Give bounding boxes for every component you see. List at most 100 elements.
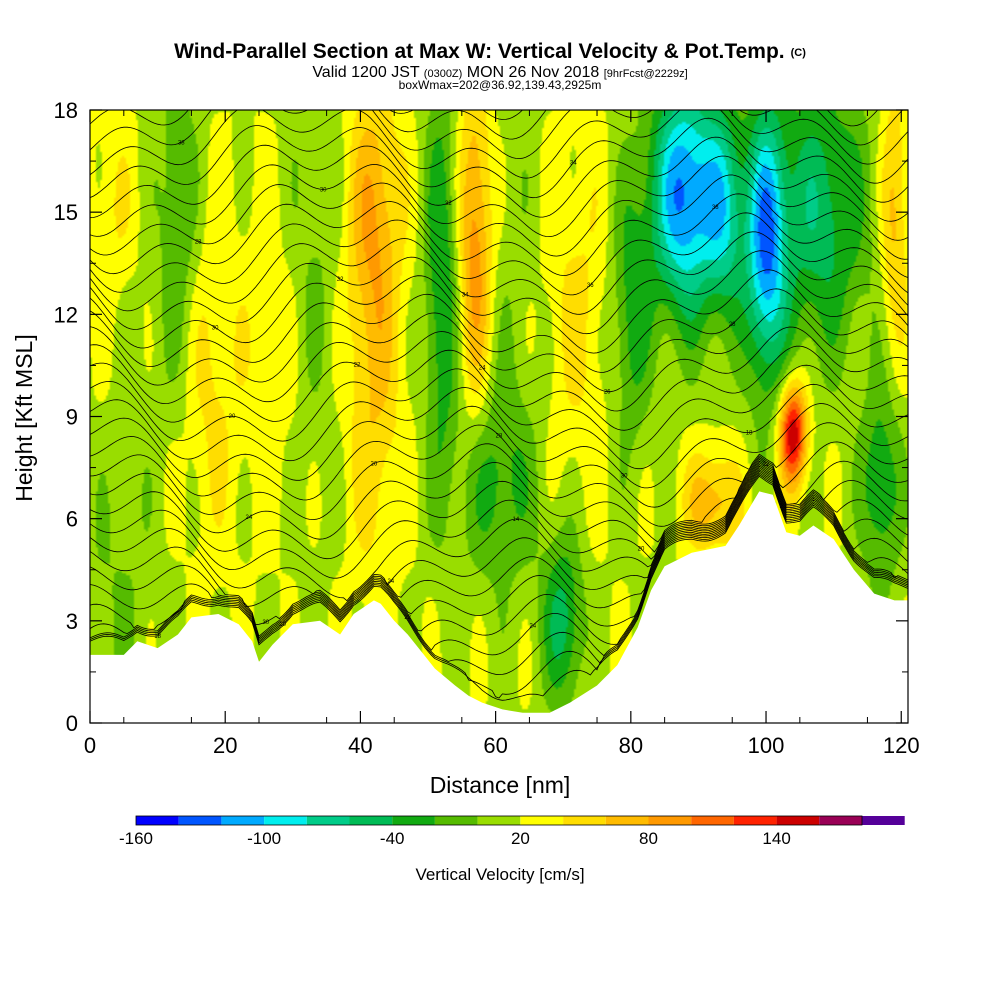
theta-contour [90, 288, 908, 373]
theta-contour [90, 463, 908, 611]
chart-title: Wind-Parallel Section at Max W: Vertical… [174, 40, 806, 63]
theta-contour-label: 30 [320, 187, 327, 193]
theta-contour [90, 136, 908, 222]
theta-contour [90, 467, 908, 637]
colorbar-segment [776, 816, 820, 825]
colorbar-segment [477, 816, 521, 825]
chart-subtitle: Valid 1200 JST (0300Z) MON 26 Nov 2018 [… [312, 64, 687, 81]
theta-contour-label: 14 [513, 517, 520, 523]
x-tick-label: 100 [748, 733, 785, 758]
colorbar-segment [819, 816, 862, 825]
colorbar-segment [221, 816, 265, 825]
theta-contour [90, 193, 908, 278]
theta-contour [90, 472, 908, 676]
theta-contour [90, 475, 908, 701]
colorbar-segment [691, 816, 734, 825]
colorbar-segment [434, 816, 478, 825]
theta-contour-label: 38 [712, 205, 719, 211]
theta-contour [90, 474, 908, 699]
theta-contour [90, 364, 908, 450]
potential-temperature-contours: 18 20 22 24 26 28 30 24 14 20 22 24 26 28 30 18 20 22 24 26… [90, 86, 908, 701]
colorbar-label: Vertical Velocity [cm/s] [415, 865, 584, 884]
theta-contour [90, 468, 908, 645]
theta-contour-label: 24 [529, 624, 536, 630]
x-axis: 0 20 40 60 80 100 120 [84, 110, 920, 758]
y-axis-label: Height [Kft MSL] [11, 334, 37, 501]
theta-contour [90, 460, 908, 579]
theta-contour [90, 307, 908, 393]
colorbar-segment [136, 816, 179, 825]
colorbar-segment [392, 816, 435, 825]
theta-contour-label: 20 [638, 547, 645, 553]
colorbar-tick-label: -40 [380, 829, 405, 848]
theta-contour-label: 18 [154, 634, 161, 640]
theta-contour [90, 174, 908, 260]
x-tick-label: 0 [84, 733, 96, 758]
theta-contour [90, 458, 908, 560]
x-tick-label: 20 [213, 733, 237, 758]
theta-contour [90, 422, 908, 508]
theta-contour-label: 28 [195, 240, 202, 246]
colorbar-segment [520, 816, 564, 825]
y-tick-label: 0 [66, 711, 78, 736]
theta-contour-label: 26 [604, 390, 611, 396]
theta-contour-label: 32 [445, 201, 452, 207]
colorbar-segment [648, 816, 692, 825]
theta-contour-label: 30 [262, 620, 269, 626]
theta-contour [90, 326, 908, 412]
theta-contour [389, 110, 879, 127]
theta-contour [90, 110, 908, 184]
colorbar-tick-label: 80 [639, 829, 658, 848]
theta-contour-label: 22 [763, 462, 770, 468]
theta-contour-label: 32 [337, 277, 344, 283]
theta-contour-label: 22 [354, 363, 361, 369]
colorbar-segment [563, 816, 606, 825]
theta-contour-label: 26 [655, 555, 662, 561]
x-tick-label: 60 [483, 733, 507, 758]
theta-contour [90, 212, 908, 296]
colorbar-segment [733, 816, 777, 825]
theta-contour-label: 18 [746, 431, 753, 437]
theta-contour [90, 457, 908, 543]
theta-contour-label: 36 [695, 98, 702, 104]
y-tick-label: 6 [66, 507, 78, 532]
theta-contour-label: 20 [279, 622, 286, 628]
theta-contour [90, 465, 908, 626]
theta-contour [90, 117, 908, 203]
theta-contour-label: 24 [387, 579, 394, 585]
colorbar-frame [135, 815, 863, 826]
colorbar-segment [178, 816, 222, 825]
theta-contour [90, 269, 908, 354]
colorbar-tick-label: -100 [247, 829, 281, 848]
colorbar: -160 -100 -40 20 80 140 [119, 815, 905, 848]
x-tick-label: 120 [883, 733, 920, 758]
theta-contour-label: 24 [479, 365, 486, 371]
y-tick-label: 15 [54, 200, 78, 225]
colorbar-segment [349, 816, 393, 825]
theta-contour-label: 42 [428, 96, 435, 102]
theta-contour-label: 20 [229, 414, 236, 420]
y-tick-label: 12 [54, 302, 78, 327]
chart-subtitle-2: boxWmax=202@36.92,139.43,2925m [399, 78, 602, 92]
theta-contour [90, 155, 908, 241]
theta-contour-label: 30 [621, 473, 628, 479]
theta-contour [90, 441, 908, 527]
x-axis-label: Distance [nm] [430, 772, 571, 798]
colorbar-tick-label: 20 [511, 829, 530, 848]
y-tick-label: 18 [54, 98, 78, 123]
theta-contour-label: 40 [303, 86, 310, 92]
theta-contour-label: 24 [246, 515, 253, 521]
theta-contour [90, 470, 908, 657]
theta-contour-label: 28 [496, 433, 503, 439]
theta-contour-label: 22 [404, 615, 411, 621]
colorbar-segment [264, 816, 307, 825]
theta-contour [90, 110, 908, 165]
theta-contour-label: 36 [587, 283, 594, 289]
terrain [90, 491, 908, 723]
colorbar-tick-label: -160 [119, 829, 153, 848]
theta-contour-label: 34 [570, 161, 577, 167]
theta-contour [90, 403, 908, 489]
theta-contour [90, 462, 908, 602]
